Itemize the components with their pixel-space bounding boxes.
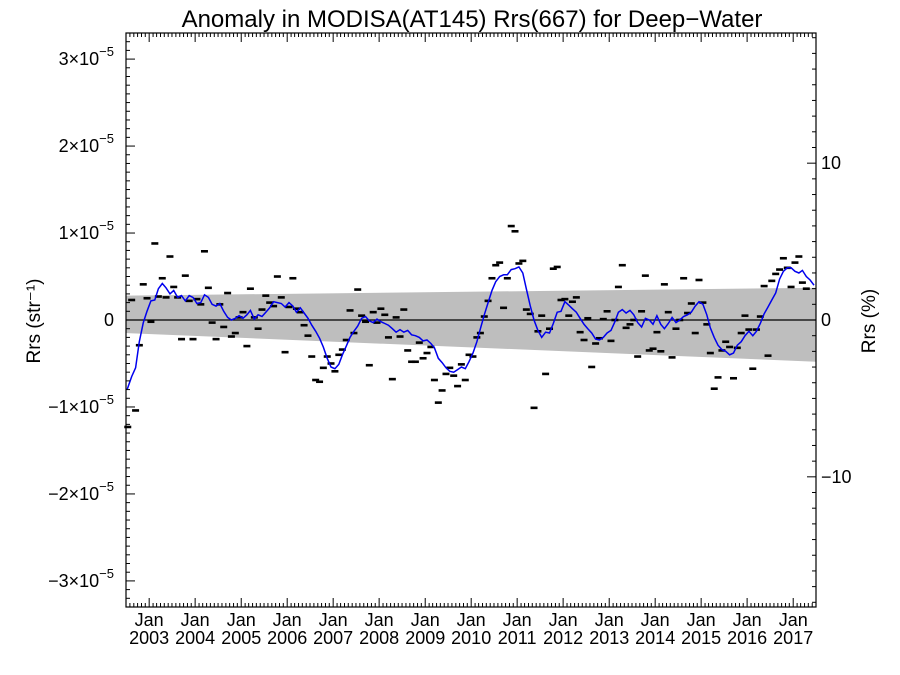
y-axis-label-right: Rrs (%): [859, 289, 880, 353]
x-tick-label-year: 2003: [129, 628, 169, 648]
x-tick-label-year: 2004: [175, 628, 215, 648]
y-tick-label-left: 0: [104, 310, 114, 330]
x-tick-label-year: 2006: [267, 628, 307, 648]
x-tick-label-month: Jan: [687, 610, 716, 630]
y-axis-label-left: Rrs (str⁻¹): [24, 279, 45, 364]
y-tick-label-left: 3×10−5: [59, 44, 114, 69]
smoothed-series-line: [126, 265, 815, 390]
x-tick-label-year: 2011: [498, 628, 537, 648]
x-tick-label-month: Jan: [779, 610, 808, 630]
y-tick-label-left: −1×10−5: [48, 392, 114, 417]
x-tick-label-year: 2014: [635, 628, 675, 648]
x-tick-label-month: Jan: [503, 610, 532, 630]
x-tick-label-month: Jan: [549, 610, 578, 630]
chart-title: Anomaly in MODISA(AT145) Rrs(667) for De…: [182, 6, 763, 33]
uncertainty-band-layer: [126, 287, 816, 362]
x-tick-label-month: Jan: [227, 610, 256, 630]
axis-layer: 3×10−5 2×10−5 1×10−5 0 −1×10−5 −2×10−5 −3×10−5…: [48, 32, 852, 648]
x-tick-label-month: Jan: [135, 610, 164, 630]
x-tick-label-month: Jan: [319, 610, 348, 630]
y-tick-label-left: −3×10−5: [48, 566, 114, 591]
x-tick-label-year: 2017: [773, 628, 813, 648]
x-tick-label-month: Jan: [411, 610, 440, 630]
uncertainty-band: [126, 287, 816, 362]
x-tick-label-month: Jan: [273, 610, 302, 630]
y-tick-label-left: 2×10−5: [59, 131, 114, 156]
y-tick-label-right: 0: [821, 310, 831, 330]
x-tick-label-month: Jan: [733, 610, 762, 630]
x-tick-label-year: 2008: [359, 628, 399, 648]
x-tick-label-year: 2009: [405, 628, 445, 648]
x-tick-label-year: 2015: [681, 628, 721, 648]
smoothed-line-layer: [126, 265, 815, 390]
x-tick-label-year: 2007: [313, 628, 353, 648]
y-tick-label-right: −10: [821, 467, 852, 487]
x-tick-label-year: 2012: [543, 628, 583, 648]
x-tick-label-month: Jan: [181, 610, 210, 630]
y-tick-label-left: −2×10−5: [48, 479, 114, 504]
x-tick-label-month: Jan: [641, 610, 670, 630]
x-tick-label-month: Jan: [457, 610, 486, 630]
y-tick-label-right: 10: [821, 153, 841, 173]
x-tick-label-year: 2010: [451, 628, 491, 648]
y-tick-label-left: 1×10−5: [59, 218, 114, 243]
x-tick-label-year: 2013: [589, 628, 629, 648]
x-tick-label-month: Jan: [365, 610, 394, 630]
x-tick-label-year: 2016: [727, 628, 767, 648]
x-tick-label-year: 2005: [221, 628, 261, 648]
x-tick-label-month: Jan: [595, 610, 624, 630]
